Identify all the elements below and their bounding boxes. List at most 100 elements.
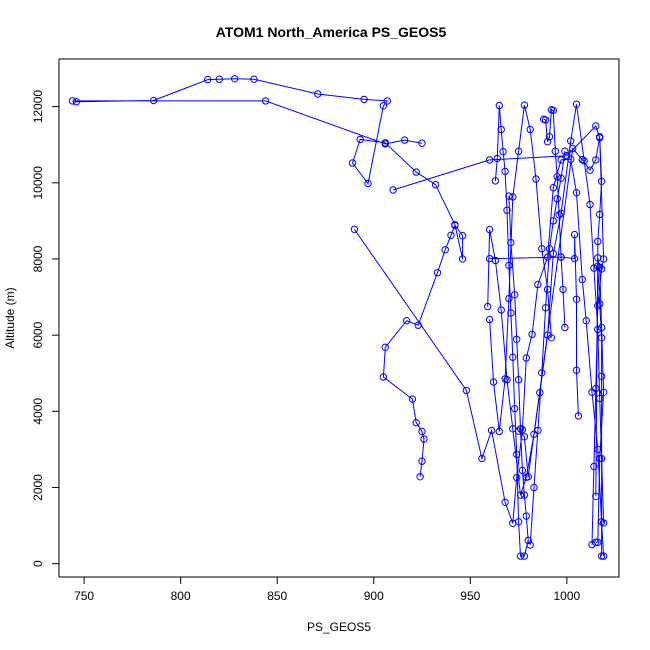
data-point	[563, 152, 571, 160]
series-line-5	[392, 125, 603, 557]
data-point	[458, 232, 467, 240]
data-point	[514, 518, 523, 526]
series-line-4	[489, 104, 552, 432]
data-point	[528, 330, 536, 339]
x-tick-label: 850	[267, 589, 287, 603]
data-point	[489, 378, 498, 386]
data-point	[596, 133, 604, 141]
data-point	[549, 249, 557, 258]
data-point	[501, 498, 509, 506]
data-point	[462, 386, 471, 395]
x-axis: 750 800 850 900 950 1000	[74, 576, 581, 603]
data-point	[314, 90, 322, 98]
data-point	[402, 317, 411, 325]
data-point	[215, 75, 224, 83]
data-point	[543, 285, 552, 294]
data-point	[547, 334, 556, 342]
y-axis: 0 2000 4000 6000 8000 10000 12000	[31, 90, 60, 567]
series-line-2	[353, 158, 605, 557]
data-point	[545, 133, 554, 141]
data-point	[594, 445, 602, 454]
data-point	[356, 135, 364, 144]
data-point	[418, 139, 426, 147]
data-point	[350, 225, 359, 234]
series-line-9	[518, 136, 605, 545]
data-point	[553, 195, 561, 203]
data-point	[497, 306, 505, 314]
data-point	[557, 156, 565, 164]
data-point	[204, 75, 212, 84]
data-point	[524, 536, 532, 545]
data-point	[420, 435, 428, 443]
data-point	[597, 334, 606, 342]
series-line-7	[494, 105, 529, 557]
data-point	[530, 430, 538, 438]
x-axis-label: PS_GEOS5	[307, 620, 371, 634]
data-point	[261, 97, 270, 105]
data-point	[572, 100, 581, 109]
data-point	[68, 97, 77, 105]
series-line-10	[529, 151, 566, 546]
data-point	[594, 538, 602, 546]
x-tick-label: 950	[460, 589, 480, 603]
data-point	[572, 366, 581, 374]
data-point	[524, 473, 532, 481]
data-point	[431, 181, 440, 189]
data-point	[520, 491, 529, 499]
x-tick-label: 900	[364, 589, 384, 603]
data-point	[514, 147, 523, 155]
data-point	[561, 147, 569, 155]
data-point	[597, 177, 606, 186]
data-point	[551, 147, 559, 155]
series-line-3	[487, 104, 605, 523]
data-point	[582, 317, 590, 325]
data-point	[596, 394, 604, 403]
data-point	[491, 177, 500, 185]
data-point	[495, 427, 503, 436]
plot-frame	[58, 58, 620, 578]
data-point	[534, 426, 542, 435]
data-point	[596, 263, 604, 271]
data-point	[485, 225, 494, 234]
data-point	[599, 552, 608, 560]
data-point	[596, 300, 604, 308]
data-point	[231, 75, 239, 83]
data-point	[599, 388, 608, 396]
data-point	[501, 167, 509, 176]
data-point	[570, 230, 579, 239]
data-point	[495, 101, 503, 110]
data-point	[543, 138, 552, 146]
data-point	[557, 209, 565, 218]
data-point	[250, 75, 258, 83]
data-point	[516, 552, 525, 560]
data-point	[597, 372, 606, 380]
data-point	[557, 253, 565, 261]
data-point	[499, 147, 507, 156]
data-point	[590, 462, 598, 471]
data-point	[360, 95, 368, 104]
data-point	[379, 102, 388, 110]
data-point	[561, 323, 569, 332]
y-axis-label: Altitude (m)	[3, 287, 17, 348]
data-point	[567, 137, 575, 145]
data-point	[513, 450, 521, 459]
data-point	[478, 454, 486, 463]
data-point	[572, 189, 581, 197]
data-point	[588, 388, 596, 396]
data-point	[485, 254, 494, 263]
x-tick-label: 800	[171, 589, 191, 603]
data-point	[418, 427, 426, 436]
data-point	[401, 136, 409, 144]
data-point	[597, 323, 606, 332]
data-point	[348, 159, 357, 167]
data-point	[596, 210, 604, 219]
y-tick-label: 12000	[31, 90, 45, 124]
data-point	[580, 157, 588, 165]
data-point	[507, 309, 515, 317]
y-tick-label: 8000	[31, 245, 45, 272]
data-point	[538, 369, 546, 377]
data-point	[538, 245, 546, 253]
data-point	[572, 295, 581, 303]
data-point	[416, 473, 424, 481]
